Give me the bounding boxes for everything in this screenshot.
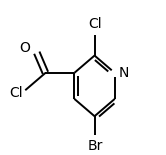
Text: N: N	[118, 66, 129, 80]
Text: O: O	[19, 41, 30, 55]
Text: Cl: Cl	[9, 86, 23, 100]
Text: Cl: Cl	[88, 17, 102, 31]
Text: Br: Br	[88, 139, 103, 153]
